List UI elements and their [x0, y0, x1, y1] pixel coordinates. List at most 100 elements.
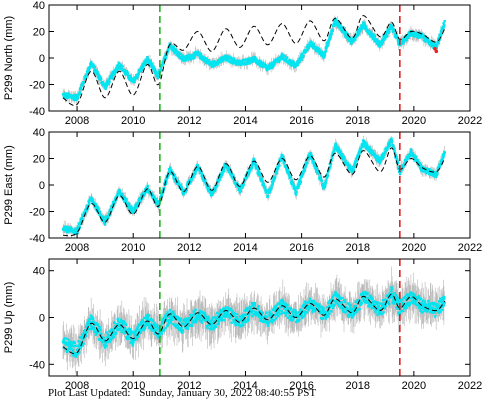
data-point: [286, 56, 289, 59]
data-point: [130, 338, 134, 342]
data-point: [194, 171, 197, 174]
data-point: [357, 29, 360, 32]
data-point: [270, 61, 273, 65]
data-point: [104, 87, 107, 90]
data-point: [121, 194, 124, 198]
data-point: [417, 36, 420, 39]
data-point: [392, 144, 395, 148]
data-point: [177, 54, 180, 58]
data-point: [170, 169, 173, 172]
data-point: [147, 188, 151, 192]
data-point: [108, 81, 111, 84]
data-point: [266, 68, 270, 71]
data-point: [190, 178, 193, 182]
data-point: [283, 160, 286, 163]
data-point: [400, 42, 404, 45]
data-point: [311, 157, 314, 160]
data-point: [84, 77, 87, 80]
data-point: [179, 183, 182, 186]
data-point: [190, 177, 194, 180]
data-point: [251, 163, 254, 166]
data-point: [119, 318, 123, 321]
data-point: [93, 328, 96, 332]
data-point: [325, 179, 328, 182]
data-point: [239, 189, 242, 192]
data-point: [83, 335, 86, 339]
x-tick-label: 2016: [289, 242, 313, 254]
data-point: [414, 155, 418, 159]
data-point: [440, 162, 443, 166]
data-point: [105, 344, 108, 348]
data-point: [87, 319, 90, 322]
data-point: [95, 203, 98, 206]
data-point: [135, 76, 139, 80]
data-point: [97, 207, 100, 210]
data-point: [361, 144, 364, 148]
data-point: [330, 159, 333, 162]
data-point: [439, 34, 442, 38]
data-point: [345, 32, 348, 35]
data-point: [271, 182, 274, 185]
data-point: [75, 344, 78, 347]
data-point: [72, 98, 76, 101]
data-point: [393, 152, 397, 155]
data-point: [82, 338, 85, 341]
data-point: [318, 49, 322, 52]
data-point: [276, 165, 279, 169]
data-point: [309, 43, 312, 47]
data-point: [368, 30, 371, 33]
data-point: [148, 190, 152, 193]
data-point: [381, 154, 384, 157]
data-point: [306, 44, 309, 47]
data-point: [291, 179, 294, 182]
data-point: [443, 151, 446, 154]
y-tick-label: -40: [29, 106, 45, 118]
data-point: [134, 77, 137, 81]
data-point: [196, 163, 199, 167]
data-point: [142, 316, 146, 320]
data-point: [92, 63, 95, 66]
data-point: [197, 51, 201, 54]
data-point: [73, 354, 76, 357]
data-point: [70, 344, 74, 347]
data-point: [350, 170, 353, 173]
data-point: [306, 161, 309, 165]
data-point: [215, 61, 219, 64]
x-tick-label: 2012: [177, 115, 201, 127]
data-point: [232, 174, 235, 177]
data-point: [169, 167, 172, 170]
data-point: [107, 215, 110, 219]
data-point: [124, 331, 127, 334]
data-point: [92, 317, 95, 320]
data-point: [74, 352, 77, 355]
data-point: [271, 180, 275, 184]
data-point: [360, 147, 363, 151]
data-point: [210, 191, 213, 194]
data-point: [275, 169, 279, 172]
data-point: [294, 188, 297, 192]
data-point: [440, 159, 444, 162]
data-point: [374, 155, 378, 158]
data-point: [75, 354, 78, 357]
data-point: [376, 154, 379, 158]
data-point: [165, 180, 168, 183]
data-point: [77, 344, 81, 348]
plot-area: [61, 266, 446, 374]
data-point: [216, 184, 219, 187]
data-point: [97, 73, 100, 76]
data-point: [133, 208, 136, 212]
data-point: [383, 153, 386, 156]
data-point: [442, 156, 445, 159]
data-point: [237, 186, 241, 189]
data-point: [222, 169, 225, 173]
data-point: [125, 198, 128, 201]
data-point: [135, 333, 138, 337]
data-point: [64, 343, 68, 346]
data-point: [188, 182, 191, 185]
data-point: [77, 340, 80, 343]
data-point: [281, 154, 284, 157]
data-point: [336, 21, 339, 24]
data-point: [155, 74, 159, 78]
data-point: [65, 230, 69, 234]
data-point: [117, 63, 120, 67]
